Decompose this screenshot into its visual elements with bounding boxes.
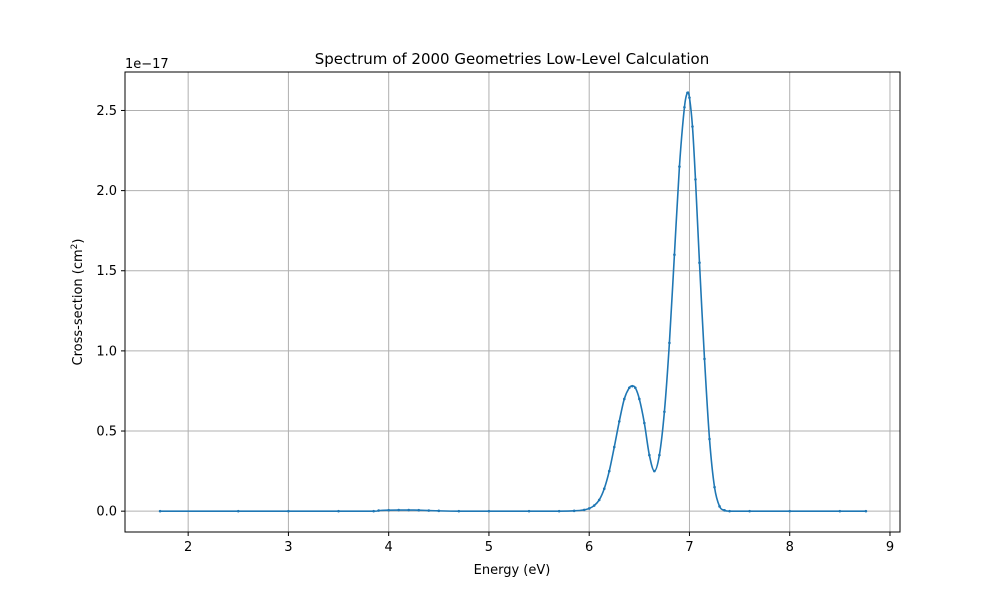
data-point: [668, 341, 671, 345]
data-point: [788, 509, 792, 513]
x-axis-label: Energy (eV): [474, 563, 551, 578]
data-point: [287, 509, 290, 513]
data-point: [582, 508, 586, 512]
data-point: [634, 386, 637, 390]
data-point: [437, 509, 441, 513]
data-point: [597, 498, 601, 502]
data-point: [698, 261, 701, 265]
data-point: [838, 509, 842, 513]
data-point: [718, 505, 721, 508]
data-point: [686, 91, 689, 95]
data-point: [713, 485, 716, 489]
data-point: [638, 397, 641, 401]
x-tick-label: 9: [886, 540, 894, 555]
y-tick-label: 1.0: [96, 344, 117, 359]
y-axis-label-main: Cross-section (cm: [71, 249, 86, 365]
data-point: [653, 469, 656, 473]
x-tick-label: 5: [485, 540, 493, 555]
data-point: [592, 504, 596, 507]
data-point: [158, 509, 162, 513]
data-point: [607, 469, 611, 473]
y-tick-label: 0.0: [96, 505, 117, 520]
data-point: [387, 508, 390, 512]
x-tick-label: 8: [786, 540, 794, 555]
data-point: [622, 397, 626, 401]
data-point: [648, 453, 651, 457]
x-tick-label: 2: [184, 540, 192, 555]
data-point: [407, 508, 411, 512]
data-point: [631, 384, 634, 388]
y-offset-label: 1e−17: [125, 57, 169, 72]
data-point: [572, 509, 576, 513]
y-tick-label: 0.5: [96, 425, 117, 440]
data-point: [663, 410, 666, 414]
data-point: [748, 509, 751, 513]
data-point: [236, 509, 240, 513]
x-tick-label: 6: [585, 540, 593, 555]
y-axis-label-close: ): [71, 239, 86, 244]
data-point: [691, 125, 694, 128]
chart-title: Spectrum of 2000 Geometries Low-Level Ca…: [315, 50, 710, 68]
data-point: [703, 357, 706, 361]
data-point: [487, 509, 491, 513]
x-tick-label: 3: [284, 540, 292, 555]
data-point: [527, 509, 531, 513]
data-point: [602, 487, 606, 491]
data-point: [397, 508, 401, 512]
data-point: [708, 437, 711, 441]
data-point: [678, 165, 681, 168]
data-point: [628, 386, 631, 390]
data-point: [643, 421, 646, 425]
data-point: [417, 508, 421, 512]
data-point: [694, 178, 697, 181]
data-point: [587, 507, 591, 510]
data-point: [372, 509, 375, 513]
data-point: [557, 509, 561, 513]
data-point: [673, 253, 676, 257]
series-layer: [158, 91, 868, 513]
x-tick-label: 7: [685, 540, 693, 555]
y-tick-label: 1.5: [96, 264, 117, 279]
y-axis-label: Cross-section (cm2): [70, 239, 86, 366]
grid: [125, 72, 900, 532]
data-point: [683, 105, 686, 109]
y-tick-label: 2.0: [96, 184, 117, 199]
data-point: [612, 445, 616, 449]
data-point: [728, 509, 731, 513]
data-point: [457, 509, 461, 513]
ticks: 2 3 4 5 6 7 8 9 0.0 0.5 1.0 1.5 2.0 2.5: [96, 104, 894, 555]
data-point: [617, 420, 621, 423]
x-tick-label: 4: [385, 540, 393, 555]
plot-frame: [124, 71, 901, 533]
data-point: [688, 96, 691, 99]
data-point: [337, 509, 340, 513]
y-tick-label: 2.5: [96, 104, 117, 119]
data-point: [658, 453, 661, 457]
data-point: [864, 509, 868, 513]
y-axis-label-superscript: 2: [70, 244, 80, 250]
data-point: [427, 509, 431, 512]
data-point: [377, 509, 380, 512]
data-point: [723, 509, 726, 512]
